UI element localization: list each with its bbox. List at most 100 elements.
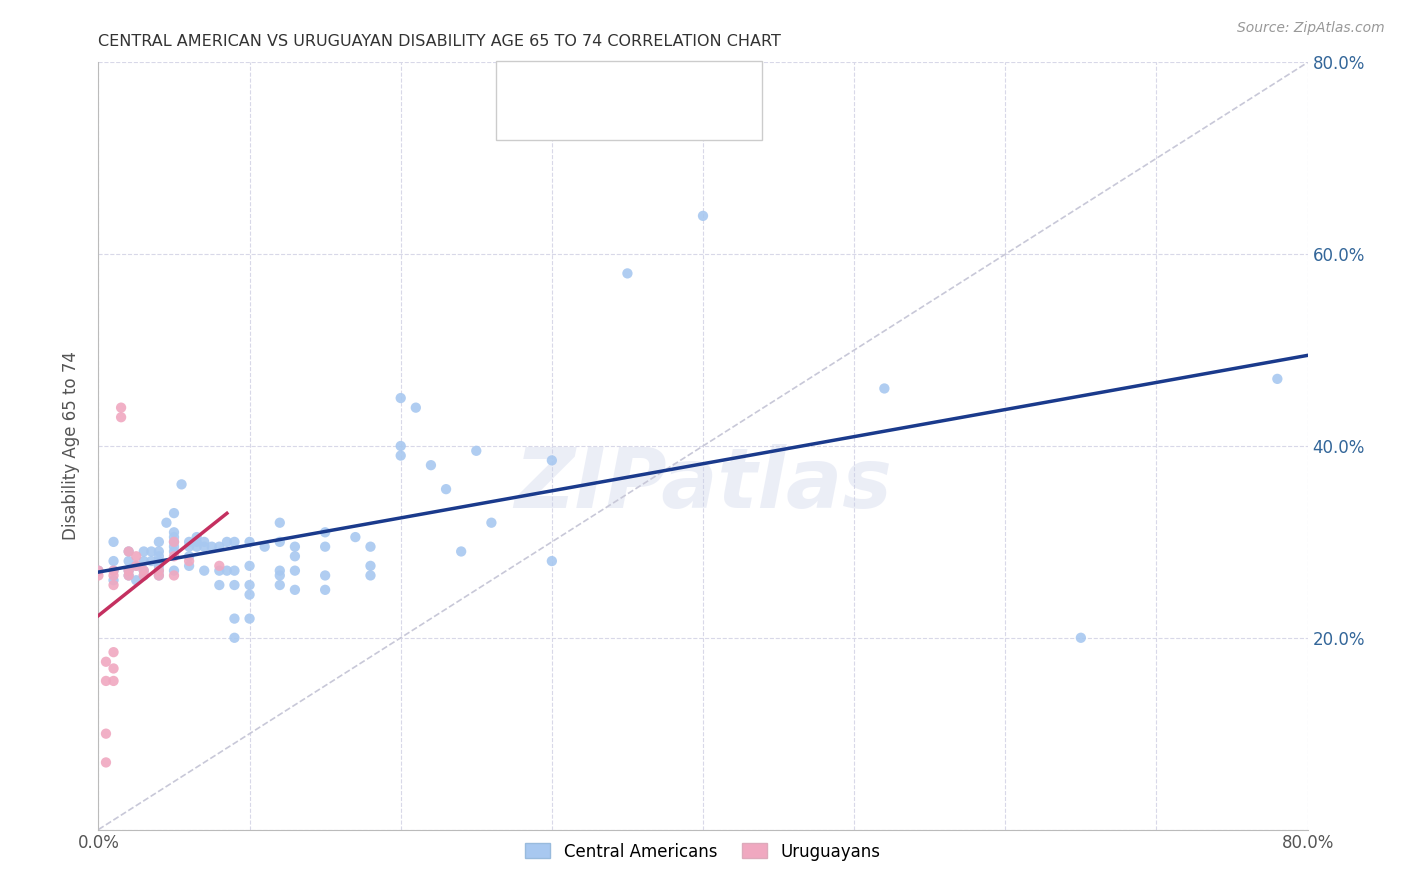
- Point: [118, 568, 141, 582]
- Point: [692, 209, 714, 223]
- Point: [215, 564, 238, 578]
- Point: [269, 564, 291, 578]
- Point: [215, 535, 238, 549]
- Point: [103, 564, 125, 578]
- Point: [179, 540, 201, 554]
- Point: [132, 568, 155, 582]
- Point: [148, 564, 170, 578]
- Point: [389, 391, 412, 405]
- Point: [94, 756, 117, 770]
- Point: [179, 558, 201, 573]
- Point: [284, 564, 307, 578]
- Point: [141, 554, 163, 568]
- Point: [103, 673, 125, 688]
- Point: [125, 549, 148, 564]
- Point: [1267, 372, 1289, 386]
- Point: [179, 554, 201, 568]
- Point: [94, 655, 117, 669]
- Point: [389, 449, 412, 463]
- Point: [125, 574, 148, 588]
- Point: [224, 535, 246, 549]
- Point: [103, 554, 125, 568]
- Point: [170, 477, 193, 491]
- Point: [132, 544, 155, 558]
- Point: [389, 439, 412, 453]
- Point: [148, 549, 170, 564]
- Point: [201, 540, 224, 554]
- Point: [163, 535, 186, 549]
- Point: [87, 568, 110, 582]
- Point: [163, 506, 186, 520]
- Point: [163, 568, 186, 582]
- Point: [118, 564, 141, 578]
- Point: [224, 612, 246, 626]
- Text: CENTRAL AMERICAN VS URUGUAYAN DISABILITY AGE 65 TO 74 CORRELATION CHART: CENTRAL AMERICAN VS URUGUAYAN DISABILITY…: [98, 34, 782, 49]
- Point: [540, 453, 562, 467]
- Point: [132, 564, 155, 578]
- Point: [94, 726, 117, 740]
- Point: [186, 535, 208, 549]
- Point: [360, 568, 382, 582]
- Point: [103, 535, 125, 549]
- Point: [208, 564, 231, 578]
- Text: Source: ZipAtlas.com: Source: ZipAtlas.com: [1237, 21, 1385, 35]
- Point: [616, 266, 638, 280]
- Point: [110, 410, 132, 425]
- Point: [118, 554, 141, 568]
- Point: [103, 578, 125, 592]
- Point: [239, 535, 262, 549]
- Point: [314, 582, 336, 597]
- Point: [269, 568, 291, 582]
- Point: [163, 564, 186, 578]
- Point: [344, 530, 367, 544]
- Point: [1070, 631, 1092, 645]
- Point: [132, 568, 155, 582]
- Point: [360, 540, 382, 554]
- Point: [253, 540, 276, 554]
- Point: [239, 558, 262, 573]
- Point: [239, 588, 262, 602]
- Point: [193, 535, 215, 549]
- Point: [186, 530, 208, 544]
- Point: [103, 574, 125, 588]
- Text: ZIPatlas: ZIPatlas: [515, 444, 891, 524]
- Point: [148, 558, 170, 573]
- Text: R =: R =: [543, 107, 581, 125]
- Point: [269, 516, 291, 530]
- Point: [163, 549, 186, 564]
- Point: [163, 530, 186, 544]
- Point: [208, 558, 231, 573]
- Point: [118, 564, 141, 578]
- Point: [481, 516, 503, 530]
- Point: [118, 544, 141, 558]
- Point: [284, 549, 307, 564]
- Point: [314, 540, 336, 554]
- Point: [239, 612, 262, 626]
- Point: [434, 482, 457, 496]
- Text: 92: 92: [685, 76, 710, 94]
- Point: [360, 558, 382, 573]
- Point: [125, 558, 148, 573]
- Text: 28: 28: [685, 107, 710, 125]
- Point: [103, 564, 125, 578]
- Text: N =: N =: [634, 76, 683, 94]
- Point: [132, 564, 155, 578]
- Point: [179, 535, 201, 549]
- Point: [118, 568, 141, 582]
- Point: [103, 661, 125, 675]
- Point: [314, 568, 336, 582]
- Text: 0.307: 0.307: [576, 76, 631, 94]
- Text: 0.326: 0.326: [576, 107, 631, 125]
- Point: [269, 535, 291, 549]
- Point: [87, 564, 110, 578]
- Point: [163, 544, 186, 558]
- Point: [193, 540, 215, 554]
- Point: [132, 554, 155, 568]
- Point: [155, 516, 177, 530]
- Point: [450, 544, 472, 558]
- Point: [208, 578, 231, 592]
- Point: [284, 540, 307, 554]
- Point: [148, 544, 170, 558]
- Point: [103, 568, 125, 582]
- Point: [540, 554, 562, 568]
